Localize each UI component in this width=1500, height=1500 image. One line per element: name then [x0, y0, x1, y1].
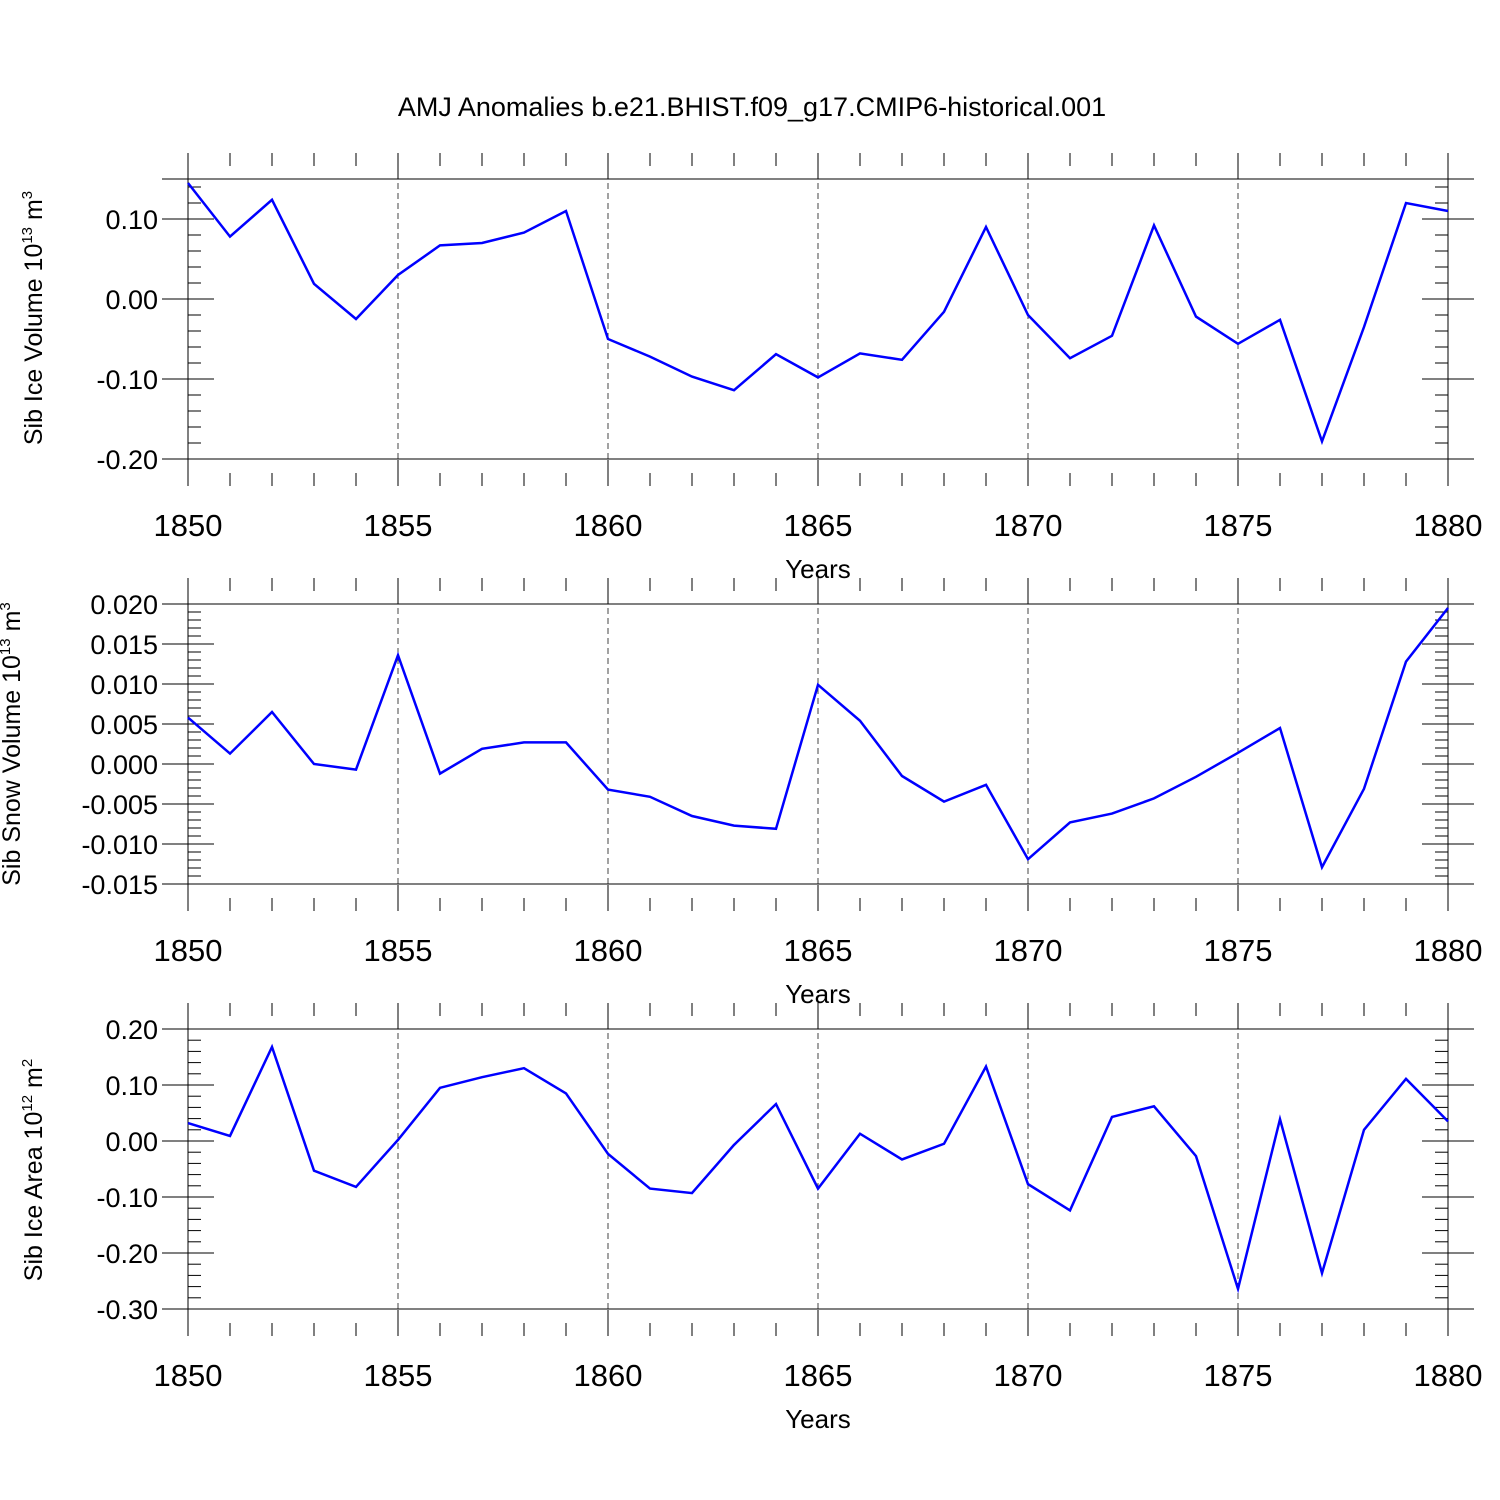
y-axis-title: Sib Ice Area 1012 m2 [19, 1059, 48, 1281]
y-axis-title-unit-exponent: 3 [0, 602, 14, 610]
y-axis-title-unit-exponent: 3 [19, 191, 36, 199]
x-tick-label: 1855 [364, 508, 433, 543]
y-tick-label: -0.10 [96, 1183, 158, 1213]
x-tick-label: 1850 [154, 933, 223, 968]
x-tick-label: 1880 [1414, 508, 1483, 543]
y-axis-title-text: Sib Ice Volume 10 [20, 244, 48, 446]
y-axis-title-unit: m [20, 1067, 48, 1095]
x-tick-label: 1850 [154, 508, 223, 543]
x-tick-label: 1870 [994, 1358, 1063, 1393]
y-tick-label: 0.10 [105, 1071, 158, 1101]
y-tick-label: 0.005 [90, 710, 158, 740]
x-tick-label: 1875 [1204, 508, 1273, 543]
y-tick-label: 0.020 [90, 590, 158, 620]
y-tick-label: -0.015 [81, 870, 158, 900]
series-line [187, 182, 1449, 446]
x-tick-label: 1870 [994, 508, 1063, 543]
x-tick-label: 1870 [994, 933, 1063, 968]
x-tick-label: 1860 [574, 508, 643, 543]
y-axis-title-text: Sib Ice Area 10 [20, 1112, 48, 1282]
x-tick-label: 1865 [784, 933, 853, 968]
x-tick-label: 1850 [154, 1358, 223, 1393]
y-tick-label: 0.000 [90, 750, 158, 780]
x-tick-label: 1865 [784, 1358, 853, 1393]
x-tick-label: 1875 [1204, 1358, 1273, 1393]
y-axis-title-text: Sib Snow Volume 10 [0, 655, 26, 886]
x-tick-label: 1855 [364, 933, 433, 968]
y-tick-label: -0.20 [96, 1239, 158, 1269]
y-axis-title-exponent: 13 [0, 638, 14, 655]
series-line [187, 1043, 1449, 1294]
y-axis-title-unit-exponent: 2 [19, 1059, 36, 1067]
y-tick-label: -0.20 [96, 445, 158, 475]
y-tick-label: 0.010 [90, 670, 158, 700]
y-tick-label: -0.010 [81, 830, 158, 860]
x-tick-label: 1860 [574, 933, 643, 968]
y-tick-label: -0.30 [96, 1295, 158, 1325]
y-tick-label: -0.10 [96, 365, 158, 395]
x-tick-label: 1875 [1204, 933, 1273, 968]
x-axis-title: Years [785, 1404, 851, 1434]
series-line [187, 607, 1449, 871]
chart-panel-2: 0.020 0.015 0.010 0.005 0.000 -0.005 -0.010 -0.… [0, 578, 1482, 1009]
y-axis-title-unit: m [0, 611, 26, 639]
x-tick-label: 1860 [574, 1358, 643, 1393]
y-axis-title-unit: m [20, 199, 48, 227]
y-tick-label: 0.015 [90, 630, 158, 660]
x-tick-label: 1855 [364, 1358, 433, 1393]
y-axis-title-exponent: 12 [19, 1095, 36, 1112]
chart-panel-1: 0.10 0.00 -0.10 -0.20 1850 1855 1860 1865 1870 18… [19, 153, 1482, 584]
y-axis-title-exponent: 13 [19, 227, 36, 244]
y-tick-label: 0.20 [105, 1015, 158, 1045]
x-tick-label: 1865 [784, 508, 853, 543]
y-tick-label: 0.00 [105, 285, 158, 315]
y-tick-label: -0.005 [81, 790, 158, 820]
chart-panel-3: 0.20 0.10 0.00 -0.10 -0.20 -0.30 1850 1855 1860 1… [19, 1003, 1482, 1434]
y-tick-label: 0.10 [105, 205, 158, 235]
y-axis-title: Sib Ice Volume 1013 m3 [19, 191, 48, 445]
y-tick-label: 0.00 [105, 1127, 158, 1157]
chart-title: AMJ Anomalies b.e21.BHIST.f09_g17.CMIP6-… [398, 92, 1106, 122]
y-axis-title: Sib Snow Volume 1013 m3 [0, 602, 26, 886]
x-tick-label: 1880 [1414, 933, 1483, 968]
x-tick-label: 1880 [1414, 1358, 1483, 1393]
